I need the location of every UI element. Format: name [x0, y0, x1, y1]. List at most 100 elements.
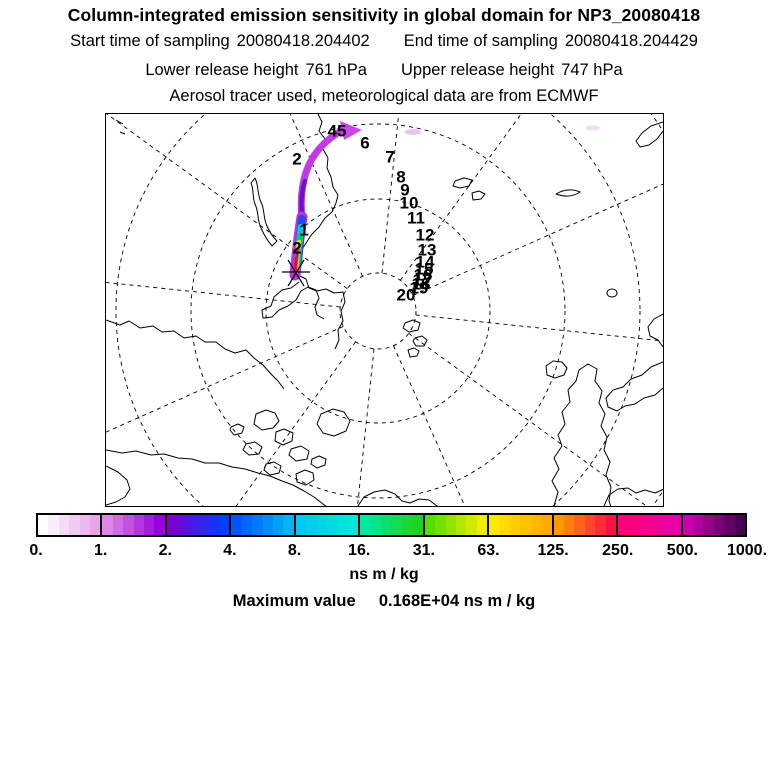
coastline-segment: [647, 313, 663, 348]
colorbar-cell: [133, 515, 145, 535]
trajectory-marker-2: 2: [292, 150, 301, 169]
colorbar-tick-label: 63.: [477, 542, 500, 559]
coastline-segment: [242, 441, 263, 456]
coastline-segment: [412, 335, 428, 347]
colorbar-cell: [713, 515, 725, 535]
colorbar-tick-label: 16.: [348, 542, 371, 559]
coastline-segment: [635, 121, 663, 148]
colorbar-cell: [231, 515, 242, 535]
coastline-segment: [452, 177, 473, 189]
coastline-segment: [253, 409, 280, 431]
colorbar-cell: [370, 515, 382, 535]
trajectory-marker-20: 20: [397, 286, 416, 305]
colorbar-segment: [551, 515, 617, 535]
colorbar-tick-label: 0.: [29, 542, 43, 559]
coastlines: [106, 114, 663, 506]
maximum-value-line: Maximum value 0.168E+04 ns m / kg: [0, 592, 768, 611]
trajectory-marker-13: 13: [418, 241, 437, 260]
coastline-segment: [229, 423, 245, 436]
coastline-segment: [106, 449, 327, 506]
colorbar-cell: [295, 515, 307, 535]
colorbar-segment: [487, 515, 552, 535]
coastline-segment: [295, 469, 315, 486]
colorbar-tick-label: 8.: [287, 542, 302, 559]
colorbar-cell: [187, 515, 199, 535]
coastline-segment: [288, 445, 310, 462]
upper-release-value: 747 hPa: [561, 61, 623, 79]
colorbar-cell: [262, 515, 273, 535]
colorbar-cell: [166, 515, 178, 535]
colorbar-tick-label: 2.: [158, 542, 172, 559]
coastline-segment: [250, 177, 278, 247]
start-time-pair: Start time of sampling 20080418.204402: [70, 32, 370, 51]
colorbar-cell: [198, 515, 209, 535]
colorbar-cell: [649, 515, 660, 535]
coastline-segment: [317, 114, 339, 204]
colorbar-cell: [337, 515, 348, 535]
trajectory-marker-9: 9: [400, 181, 409, 200]
trajectory-marker-12: 12: [416, 226, 435, 245]
coastline-segment: [407, 347, 420, 358]
trajectory-marker-45: 45: [328, 122, 347, 141]
arctic-map-frame: 1 2 2 45 6 7 8 9 10 11 12 13 14 15 16 17 18 19 20: [105, 113, 664, 507]
colorbar-cell: [272, 515, 284, 535]
end-time-pair: End time of sampling 20080418.204429: [404, 32, 698, 51]
trajectory-marker-2: 2: [292, 239, 301, 258]
colorbar-cell: [618, 515, 629, 535]
colorbar-tick-label: 4.: [223, 542, 237, 559]
colorbar-cell: [412, 515, 423, 535]
trajectory-marker-7: 7: [385, 148, 394, 167]
colorbar-segment: [229, 515, 294, 535]
colorbar-cell: [58, 515, 70, 535]
colorbar-cell: [659, 515, 671, 535]
lower-release-pair: Lower release height 761 hPa: [145, 61, 367, 80]
colorbar-segment: [422, 515, 488, 535]
colorbar-cell: [327, 515, 338, 535]
upper-release-pair: Upper release height 747 hPa: [401, 61, 623, 80]
colorbar-cell: [48, 515, 59, 535]
colorbar-cell: [90, 515, 101, 535]
coastline-segment: [545, 360, 568, 379]
release-heights-line: Lower release height 761 hPa Upper relea…: [0, 61, 768, 80]
colorbar-segment: [100, 515, 165, 535]
colorbar-cell: [123, 515, 134, 535]
colorbar-cell: [595, 515, 606, 535]
coastline-segment: [606, 288, 618, 298]
coastline-segment: [263, 461, 282, 476]
colorbar-cell: [489, 515, 500, 535]
colorbar-cell: [218, 515, 230, 535]
coastline-segment: [402, 319, 421, 333]
trajectory-arrowhead: [340, 121, 362, 140]
colorbar-cell: [638, 515, 650, 535]
colorbar-cell: [541, 515, 552, 535]
trajectory-marker-17: 17: [413, 271, 432, 290]
colorbar-cell: [724, 515, 735, 535]
colorbar-cell: [564, 515, 575, 535]
colorbar-cell: [112, 515, 124, 535]
colorbar-cell: [574, 515, 585, 535]
colorbar-cell: [476, 515, 488, 535]
coastline-segment: [274, 428, 294, 446]
colorbar-cell: [381, 515, 392, 535]
colorbar: [36, 513, 747, 537]
lower-release-value: 761 hPa: [305, 61, 367, 79]
trajectory-marker-14: 14: [416, 253, 435, 272]
colorbar-cell: [79, 515, 91, 535]
colorbar-tick-labels: 0. 1. 2. 4. 8. 16. 31. 63. 125. 250. 500. 1000.: [29, 542, 767, 562]
upper-release-label: Upper release height: [401, 61, 555, 79]
coastline-segment: [291, 202, 346, 350]
trajectory-marker-15: 15: [415, 260, 434, 279]
coastline-segment: [471, 190, 486, 201]
maximum-value-label: Maximum value: [232, 592, 356, 610]
release-point-cross: [282, 259, 310, 287]
colorbar-tick-label: 1000.: [726, 542, 768, 559]
colorbar-tick-label: 500.: [666, 542, 698, 559]
colorbar-cell: [435, 515, 446, 535]
colorbar-cell: [38, 515, 49, 535]
colorbar-cell: [509, 515, 521, 535]
coastline-segment: [115, 119, 124, 125]
colorbar-cell: [628, 515, 639, 535]
colorbar-segment: [358, 515, 423, 535]
coastline-segment: [261, 281, 325, 320]
